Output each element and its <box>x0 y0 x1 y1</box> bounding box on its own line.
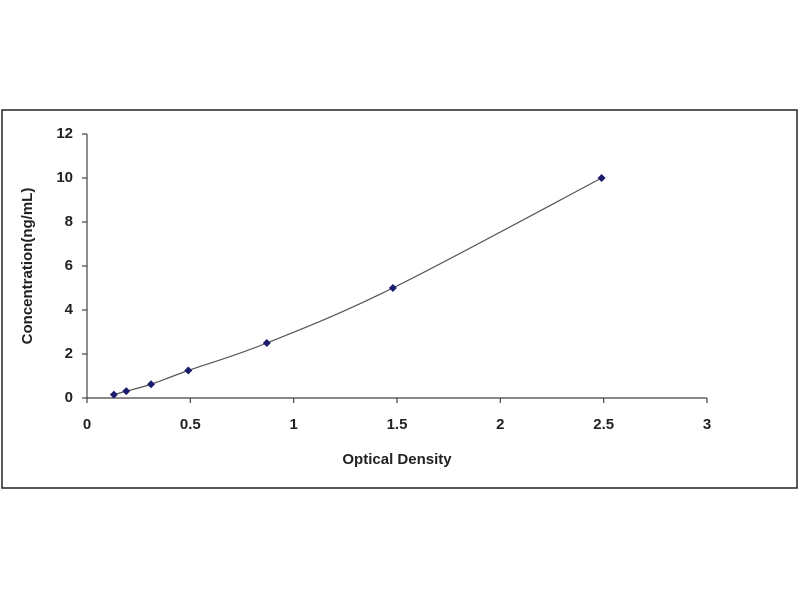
data-point <box>109 390 118 399</box>
data-point <box>388 284 397 292</box>
x-tick-label: 0 <box>83 416 91 433</box>
y-tick-label: 12 <box>56 125 73 142</box>
y-tick-label: 0 <box>65 389 73 406</box>
y-tick-label: 2 <box>65 345 73 362</box>
y-tick-label: 4 <box>65 301 74 318</box>
data-point <box>147 380 156 389</box>
x-axis-label: Optical Density <box>342 451 452 468</box>
x-tick-label: 1 <box>289 416 297 433</box>
data-point <box>122 387 131 396</box>
x-tick-label: 1.5 <box>387 416 408 433</box>
y-axis-label: Concentration(ng/mL) <box>19 188 36 345</box>
x-tick-label: 3 <box>703 416 711 433</box>
data-point <box>262 339 271 347</box>
chart-frame <box>1 109 798 489</box>
x-tick-label: 2 <box>496 416 504 433</box>
y-tick-label: 10 <box>56 169 73 186</box>
trendline <box>113 177 602 396</box>
x-tick-label: 0.5 <box>180 416 201 433</box>
y-tick-label: 6 <box>65 257 73 274</box>
x-tick-label: 2.5 <box>593 416 614 433</box>
data-point <box>184 366 193 375</box>
data-point <box>597 174 606 182</box>
y-tick-label: 8 <box>65 213 73 230</box>
